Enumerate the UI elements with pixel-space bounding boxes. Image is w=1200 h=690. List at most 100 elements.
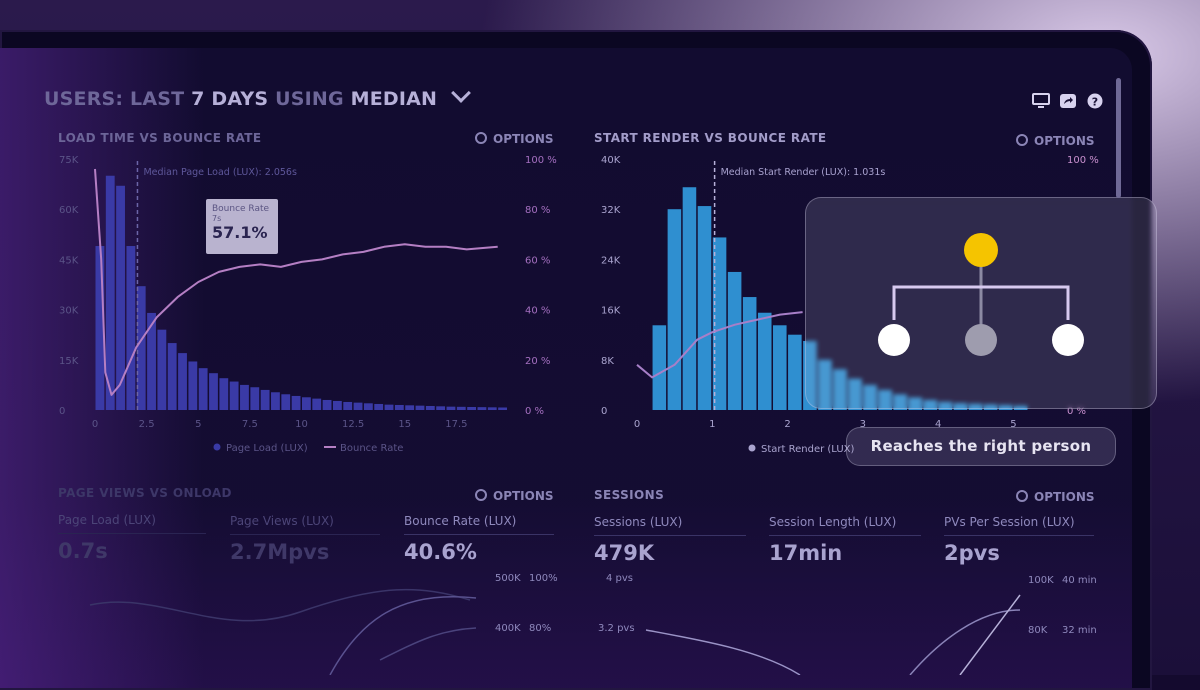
header-last: LAST: [130, 88, 185, 110]
axis-label: 80%: [529, 623, 552, 634]
median-label: Median Start Render (LUX): 1.031s: [721, 167, 886, 178]
bar: [229, 381, 239, 410]
header-toolbar: ?: [1032, 93, 1104, 109]
bar: [271, 392, 280, 410]
bar: [250, 387, 260, 410]
y2-tick-label: 40 %: [525, 306, 550, 317]
bar: [198, 368, 208, 410]
x-tick-label: 17.5: [445, 419, 467, 430]
bar: [126, 246, 136, 410]
bar: [682, 187, 697, 410]
caption-pill: Reaches the right person: [846, 427, 1116, 466]
options-label: OPTIONS: [493, 489, 554, 503]
svg-text:?: ?: [1092, 96, 1098, 109]
tooltip-sub: 7s: [212, 214, 222, 223]
bar: [773, 325, 787, 410]
gear-icon: [475, 132, 487, 144]
dashboard-header[interactable]: USERS: LAST 7 DAYS USING MEDIAN: [44, 83, 471, 110]
header-using: USING: [275, 88, 344, 110]
bar: [302, 397, 311, 410]
metric-label: Bounce Rate (LUX): [404, 514, 517, 528]
bar: [477, 407, 487, 410]
y-tick-label: 60K: [59, 205, 79, 216]
options-button-load[interactable]: OPTIONS: [475, 131, 554, 146]
bar: [363, 403, 373, 410]
x-tick-label: 1: [709, 419, 715, 430]
bar: [757, 312, 772, 410]
connector-line: [892, 285, 1070, 320]
panel-title-sessions: SESSIONS: [594, 488, 665, 502]
legend-label: Start Render (LUX): [761, 444, 855, 455]
x-tick-label: 10: [295, 419, 308, 430]
bar: [742, 297, 757, 410]
child-node: [1052, 324, 1084, 356]
bar: [105, 175, 115, 410]
bar: [343, 401, 353, 410]
divider: [404, 534, 554, 535]
y-tick-label: 16K: [601, 306, 621, 317]
tooltip-value: 57.1%: [212, 223, 268, 242]
bar: [157, 329, 167, 410]
sparkline: [89, 588, 471, 622]
axis-label: 40 min: [1062, 575, 1097, 586]
metric-label: Session Length (LUX): [769, 515, 897, 529]
scrollbar[interactable]: [1116, 78, 1121, 198]
bar: [384, 404, 394, 410]
gear-icon: [1016, 134, 1028, 146]
bounce-rate-tooltip: Bounce Rate 7s 57.1%: [206, 199, 278, 254]
options-label: OPTIONS: [493, 132, 554, 146]
bar: [652, 325, 667, 410]
sparkline: [645, 629, 801, 675]
bar: [240, 384, 249, 410]
divider: [769, 535, 921, 536]
divider: [594, 535, 746, 536]
axis-label: 3.2 pvs: [598, 623, 635, 634]
bar: [446, 406, 456, 410]
bar: [697, 206, 712, 410]
options-button-sessions[interactable]: OPTIONS: [1016, 489, 1095, 504]
panel-title-load: LOAD TIME VS BOUNCE RATE: [58, 131, 262, 145]
monitor-icon[interactable]: [1032, 93, 1050, 109]
axis-label: 4 pvs: [606, 573, 634, 584]
bar: [374, 403, 384, 410]
help-icon[interactable]: ?: [1086, 93, 1104, 109]
metric-value: 17min: [769, 541, 843, 565]
bar: [415, 405, 425, 410]
options-label: OPTIONS: [1034, 134, 1095, 148]
bar: [487, 407, 497, 410]
bar: [332, 400, 342, 410]
metric-value: 0.7s: [58, 539, 108, 563]
header-metric: MEDIAN: [350, 88, 438, 110]
x-tick-label: 2.5: [139, 419, 155, 430]
gear-icon: [1016, 490, 1028, 502]
bar: [209, 373, 218, 410]
y-tick-label: 15K: [59, 356, 79, 367]
bar: [394, 404, 404, 410]
sparklines: [89, 588, 1021, 675]
y2-tick-label: 100 %: [525, 155, 557, 166]
bar: [95, 246, 105, 410]
y-tick-label: 24K: [601, 255, 621, 266]
x-tick-label: 4: [935, 419, 941, 430]
x-tick-label: 3: [860, 419, 866, 430]
panel-title-render: START RENDER VS BOUNCE RATE: [594, 131, 827, 145]
median-label: Median Page Load (LUX): 2.056s: [143, 167, 297, 178]
y2-tick-label: 0 %: [525, 406, 544, 417]
y-tick-label: 40K: [601, 155, 621, 166]
bar: [219, 378, 229, 410]
panel-title-pageviews: PAGE VIEWS VS ONLOAD: [58, 486, 232, 500]
y-tick-label: 30K: [59, 306, 79, 317]
legend-swatch: [748, 444, 756, 452]
share-icon[interactable]: [1059, 93, 1077, 109]
sparkline: [329, 596, 477, 675]
options-button-pageviews[interactable]: OPTIONS: [475, 488, 554, 503]
axis-label: 100%: [529, 573, 558, 584]
options-button-render[interactable]: OPTIONS: [1016, 133, 1095, 148]
org-chart-card: [805, 197, 1157, 409]
y-tick-label: 32K: [601, 205, 621, 216]
legend-swatch: [213, 443, 221, 451]
bar: [260, 389, 270, 410]
axis-label: 80K: [1028, 625, 1048, 636]
metric-value: 2.7Mpvs: [230, 540, 330, 564]
bounce-rate-line: [94, 168, 498, 396]
